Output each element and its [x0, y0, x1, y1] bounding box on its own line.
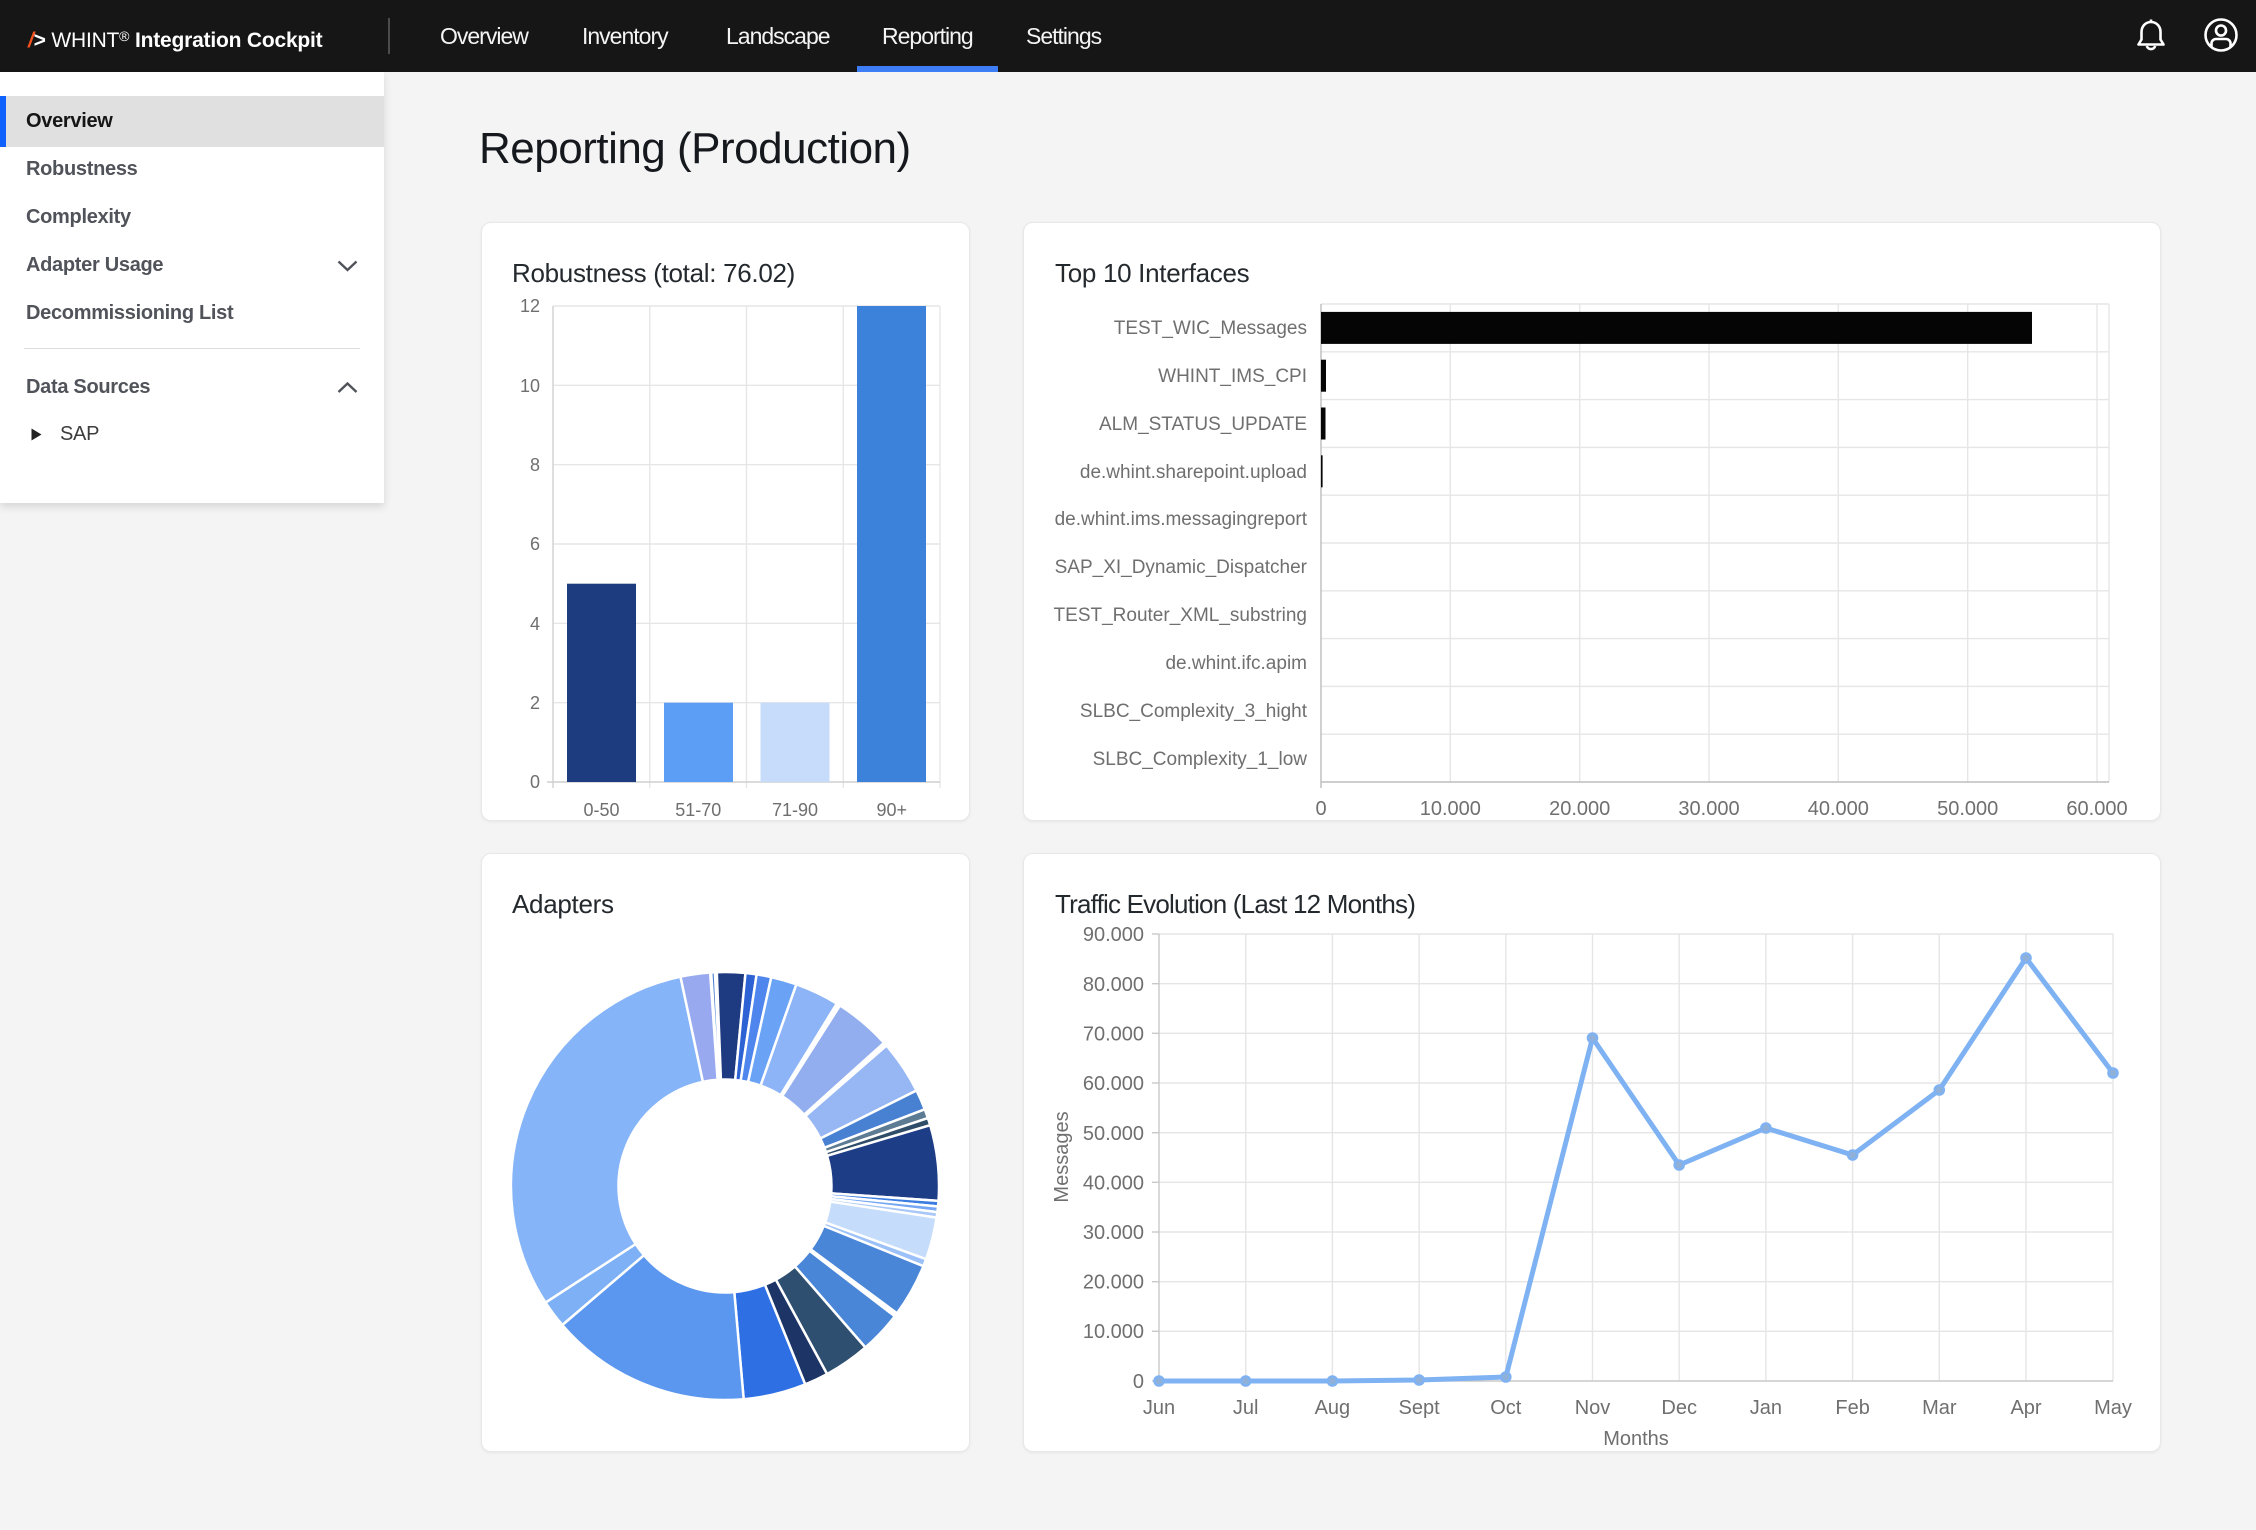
svg-text:8: 8: [530, 455, 540, 475]
svg-text:SAP_XI_Dynamic_Dispatcher: SAP_XI_Dynamic_Dispatcher: [1055, 557, 1308, 578]
svg-text:70.000: 70.000: [1083, 1024, 1144, 1046]
svg-text:40.000: 40.000: [1808, 798, 1869, 820]
svg-text:80.000: 80.000: [1083, 974, 1144, 996]
svg-text:SLBC_Complexity_1_low: SLBC_Complexity_1_low: [1093, 749, 1308, 770]
svg-text:Oct: Oct: [1490, 1397, 1522, 1419]
svg-text:71-90: 71-90: [772, 800, 818, 820]
svg-text:90+: 90+: [876, 800, 907, 820]
svg-text:10.000: 10.000: [1083, 1321, 1144, 1343]
svg-text:12: 12: [520, 296, 540, 316]
svg-text:Dec: Dec: [1661, 1397, 1697, 1419]
svg-text:SLBC_Complexity_3_hight: SLBC_Complexity_3_hight: [1080, 701, 1308, 722]
svg-text:May: May: [2094, 1397, 2132, 1419]
svg-text:Apr: Apr: [2010, 1397, 2041, 1419]
svg-text:0: 0: [530, 772, 540, 792]
svg-text:TEST_WIC_Messages: TEST_WIC_Messages: [1114, 318, 1307, 339]
svg-text:10.000: 10.000: [1420, 798, 1481, 820]
svg-text:30.000: 30.000: [1083, 1222, 1144, 1244]
svg-text:Nov: Nov: [1575, 1397, 1611, 1419]
svg-text:TEST_Router_XML_substring: TEST_Router_XML_substring: [1054, 605, 1307, 626]
svg-text:de.whint.ims.messagingreport: de.whint.ims.messagingreport: [1055, 509, 1308, 530]
svg-text:WHINT_IMS_CPI: WHINT_IMS_CPI: [1158, 366, 1307, 387]
svg-text:50.000: 50.000: [1937, 798, 1998, 820]
svg-text:Sept: Sept: [1399, 1397, 1441, 1419]
svg-text:Feb: Feb: [1835, 1397, 1869, 1419]
svg-text:90.000: 90.000: [1083, 924, 1144, 946]
svg-text:51-70: 51-70: [675, 800, 721, 820]
svg-text:Robustness (total: 76.02): Robustness (total: 76.02): [512, 258, 795, 288]
svg-text:10: 10: [520, 376, 540, 396]
svg-text:de.whint.sharepoint.upload: de.whint.sharepoint.upload: [1080, 462, 1307, 483]
svg-text:6: 6: [530, 534, 540, 554]
svg-text:Top 10 Interfaces: Top 10 Interfaces: [1055, 258, 1250, 288]
svg-text:4: 4: [530, 614, 540, 634]
svg-text:Jan: Jan: [1750, 1397, 1782, 1419]
svg-text:40.000: 40.000: [1083, 1173, 1144, 1195]
svg-text:Mar: Mar: [1922, 1397, 1957, 1419]
svg-text:60.000: 60.000: [1083, 1073, 1144, 1095]
svg-text:de.whint.ifc.apim: de.whint.ifc.apim: [1165, 653, 1307, 674]
svg-text:0: 0: [1315, 798, 1326, 820]
svg-text:Months: Months: [1603, 1428, 1669, 1450]
svg-text:30.000: 30.000: [1678, 798, 1739, 820]
svg-text:Adapters: Adapters: [512, 889, 614, 919]
svg-text:0-50: 0-50: [583, 800, 619, 820]
svg-text:Messages: Messages: [1051, 1111, 1073, 1202]
svg-text:20.000: 20.000: [1549, 798, 1610, 820]
svg-text:60.000: 60.000: [2066, 798, 2127, 820]
svg-text:Jun: Jun: [1143, 1397, 1175, 1419]
svg-text:ALM_STATUS_UPDATE: ALM_STATUS_UPDATE: [1099, 414, 1307, 435]
svg-text:20.000: 20.000: [1083, 1272, 1144, 1294]
svg-text:Traffic Evolution (Last 12 Mon: Traffic Evolution (Last 12 Months): [1055, 889, 1415, 919]
svg-text:Aug: Aug: [1315, 1397, 1351, 1419]
svg-text:2: 2: [530, 693, 540, 713]
svg-text:Jul: Jul: [1233, 1397, 1259, 1419]
svg-text:50.000: 50.000: [1083, 1123, 1144, 1145]
svg-text:0: 0: [1133, 1371, 1144, 1393]
